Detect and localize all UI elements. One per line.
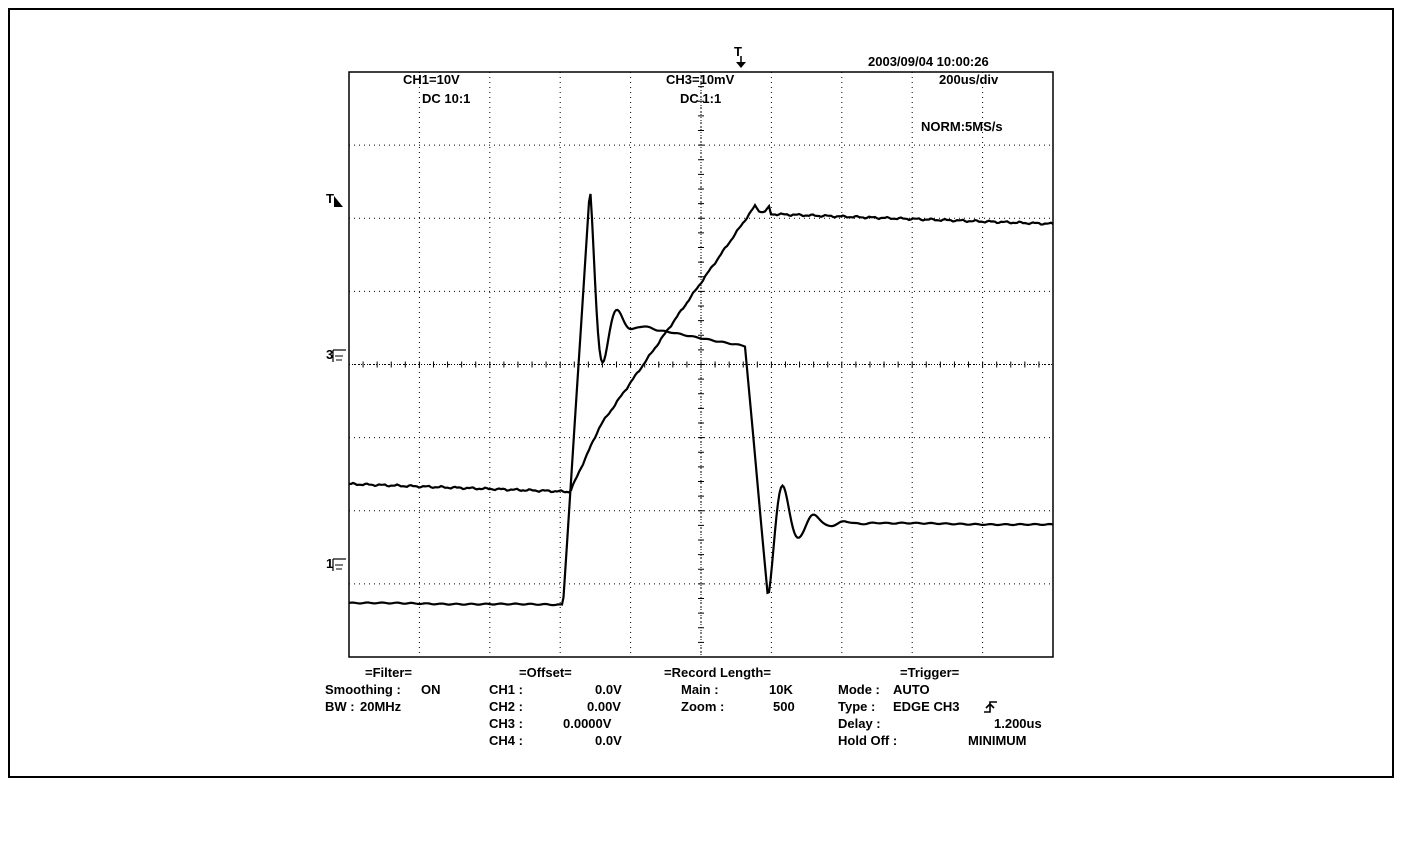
offset-heading: =Offset=	[519, 665, 572, 680]
filter-panel: =Filter= Smoothing : ON BW : 20MHz	[325, 664, 441, 766]
ch3-waveform	[348, 193, 1053, 607]
trigger-position-marker: T	[734, 44, 746, 68]
svg-text:1: 1	[326, 556, 333, 571]
ch1-ground-marker: 1	[326, 556, 346, 571]
trigger-holdoff-label: Hold Off :	[838, 733, 898, 748]
offset-panel: =Offset= CH1 : 0.0V CH2 : 0.00V CH3 : 0.…	[489, 664, 622, 834]
record-zoom-value: 500	[773, 699, 795, 714]
trigger-type-label: Type :	[838, 699, 876, 714]
offset-ch3-value: 0.0000V	[563, 716, 612, 731]
timestamp: 2003/09/04 10:00:26	[868, 54, 989, 69]
offset-ch2-label: CH2 :	[489, 699, 523, 714]
bandwidth-value: 20MHz	[360, 699, 402, 714]
ch1-scale-label: CH1=10V	[403, 72, 460, 87]
record-length-panel: =Record Length= Main : 10K Zoom : 500	[664, 664, 795, 766]
trigger-mode-label: Mode :	[838, 682, 880, 697]
trigger-delay-value: 1.200us	[994, 716, 1042, 731]
smoothing-value: ON	[421, 682, 441, 697]
trigger-mode-value: AUTO	[893, 682, 930, 697]
svg-text:T: T	[734, 44, 742, 59]
ch1-waveform	[348, 202, 1054, 494]
ch3-scale-label: CH3=10mV	[666, 72, 735, 87]
svg-text:T: T	[326, 191, 334, 206]
filter-heading: =Filter=	[365, 665, 412, 680]
acquisition-rate-label: NORM:5MS/s	[921, 119, 1003, 134]
ch3-coupling-label: DC 1:1	[680, 91, 721, 106]
record-length-heading: =Record Length=	[664, 665, 771, 680]
trigger-holdoff-value: MINIMUM	[968, 733, 1027, 748]
trigger-heading: =Trigger=	[900, 665, 960, 680]
ch1-coupling-label: DC 10:1	[422, 91, 470, 106]
svg-text:3: 3	[326, 347, 333, 362]
trigger-panel: =Trigger= Mode : AUTO Type : EDGE CH3 De…	[838, 664, 1042, 851]
oscilloscope-display: CH1=10V DC 10:1 CH3=10mV DC 1:1 2003/09/…	[326, 44, 1054, 658]
offset-ch1-value: 0.0V	[595, 682, 622, 697]
offset-ch2-value: 0.00V	[587, 699, 621, 714]
offset-ch4-value: 0.0V	[595, 733, 622, 748]
smoothing-label: Smoothing :	[325, 682, 401, 697]
graticule-grid	[348, 71, 1054, 658]
graticule-border	[348, 71, 1054, 658]
ch3-ground-marker: 3	[326, 347, 346, 362]
trigger-delay-label: Delay :	[838, 716, 881, 731]
trigger-type-value: EDGE CH3	[893, 699, 960, 714]
timebase-label: 200us/div	[939, 72, 999, 87]
bandwidth-label: BW :	[325, 699, 355, 714]
trigger-level-marker: T	[326, 191, 343, 207]
offset-ch1-label: CH1 :	[489, 682, 523, 697]
offset-ch4-label: CH4 :	[489, 733, 523, 748]
offset-ch3-label: CH3 :	[489, 716, 523, 731]
record-main-value: 10K	[769, 682, 793, 697]
rising-edge-icon	[984, 701, 997, 713]
record-zoom-label: Zoom :	[681, 699, 725, 714]
record-main-label: Main :	[681, 682, 719, 697]
